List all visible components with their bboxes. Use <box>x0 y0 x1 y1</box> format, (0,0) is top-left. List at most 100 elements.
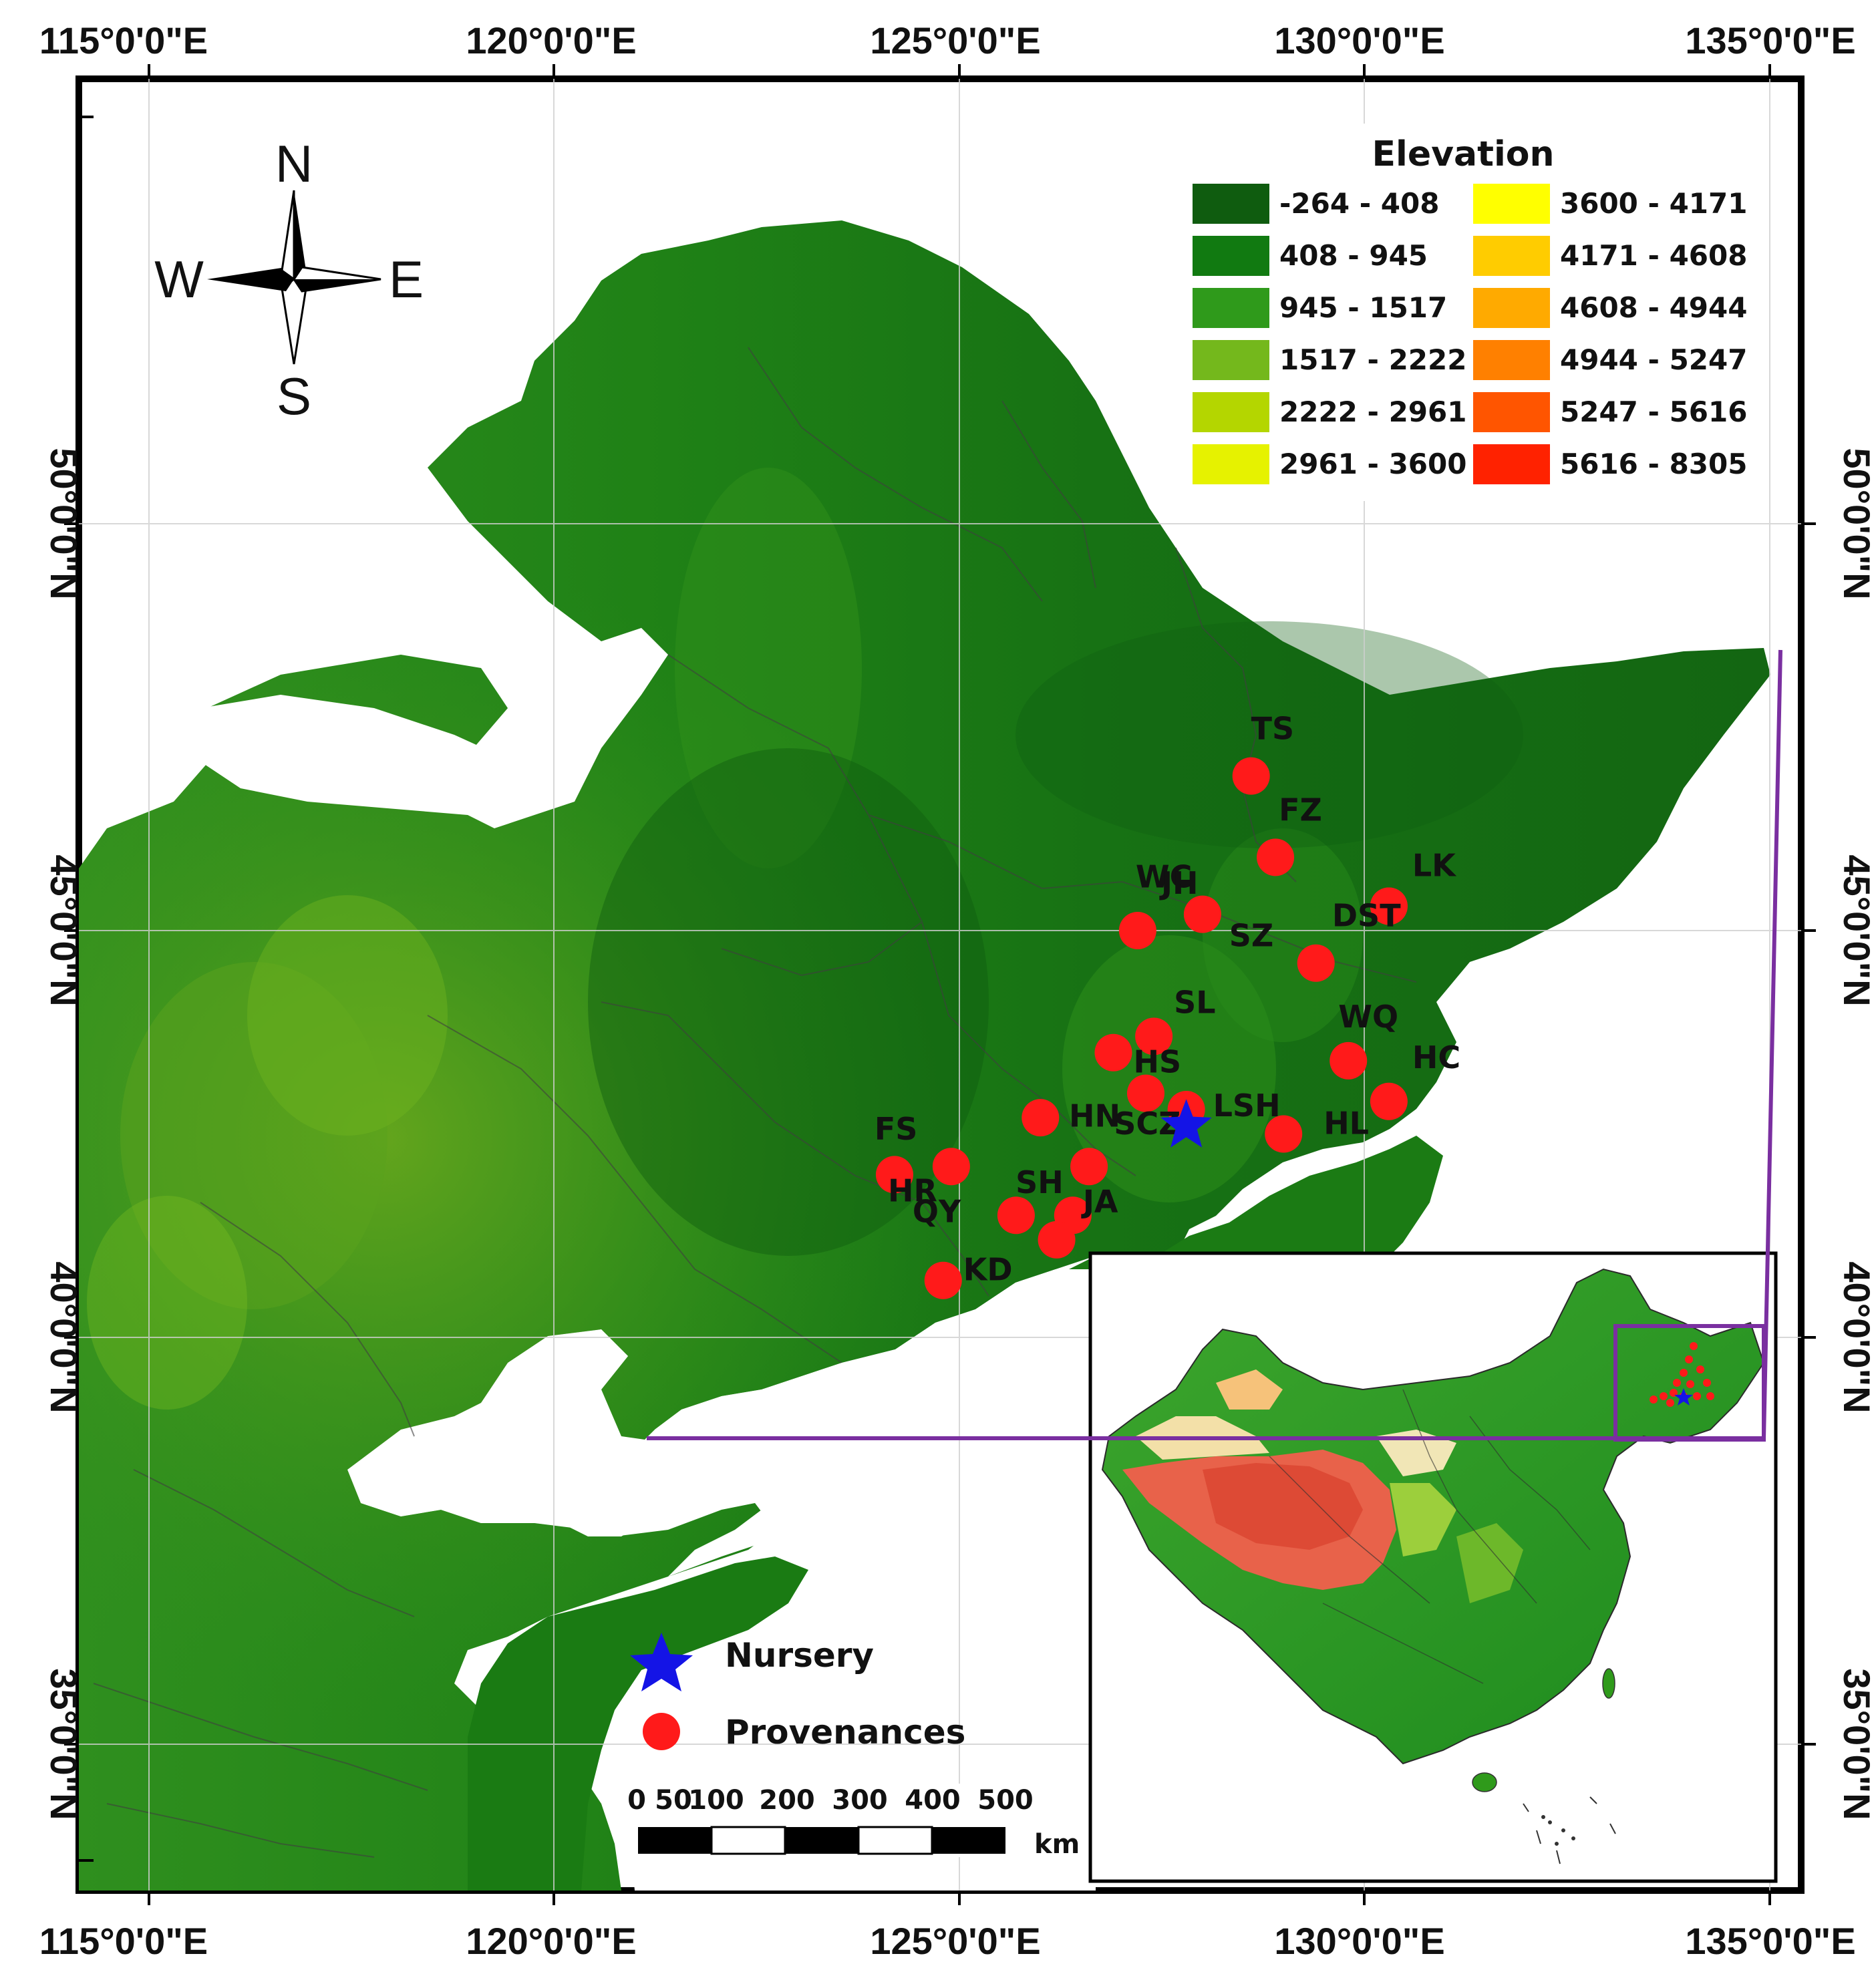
provenance-marker <box>1118 912 1156 949</box>
legend-label: 3600 - 4171 <box>1560 187 1747 220</box>
legend-swatch <box>1473 392 1550 432</box>
provenance-marker <box>932 1148 970 1186</box>
provenance-marker <box>1297 944 1335 982</box>
compass-s: S <box>277 367 311 426</box>
provenance-label: LK <box>1412 847 1457 883</box>
legend-swatch <box>1473 236 1550 276</box>
provenance-marker <box>1232 757 1270 795</box>
provenance-label: FS <box>875 1111 918 1147</box>
scale-tick: 100 <box>688 1785 744 1816</box>
terrain-land <box>79 220 1770 1891</box>
legend-swatch <box>1473 444 1550 484</box>
key-nursery-icon <box>630 1633 693 1691</box>
top-label: 125°0'0"E <box>870 19 1040 61</box>
bottom-label: 115°0'0"E <box>39 1920 208 1962</box>
legend-label: 5247 - 5616 <box>1560 395 1747 428</box>
lake <box>200 695 541 815</box>
sea <box>361 1329 735 1536</box>
provenance-marker <box>1330 1041 1368 1080</box>
provenance-marker <box>1094 1033 1132 1072</box>
compass-rose: N S E W <box>154 134 424 426</box>
provenance-marker <box>1135 1017 1173 1055</box>
scale-tick: 500 <box>977 1785 1034 1816</box>
provenance-label: JH <box>1159 865 1199 901</box>
provenance-label: HC <box>1412 1039 1460 1076</box>
legend-swatch <box>1193 236 1269 276</box>
provenance-label: HL <box>1323 1106 1369 1142</box>
legend-swatch <box>1193 288 1269 328</box>
terrain-shandong <box>468 1556 808 1891</box>
top-label: 135°0'0"E <box>1685 19 1855 61</box>
provenance-label: WQ <box>1338 999 1398 1035</box>
frame-ticks <box>64 64 1816 1905</box>
right-label: 35°0'0"N <box>1836 1668 1876 1820</box>
top-label: 130°0'0"E <box>1274 19 1444 61</box>
legend-swatch <box>1473 340 1550 380</box>
legend-swatch <box>1193 392 1269 432</box>
legend-title: Elevation <box>1372 134 1554 174</box>
right-label: 45°0'0"N <box>1836 854 1876 1006</box>
inset-province-lines <box>1269 1389 1591 1684</box>
key-provenance-icon <box>643 1713 680 1750</box>
provenance-label: QY <box>913 1193 961 1229</box>
compass-n: N <box>275 134 313 193</box>
legend-label: 408 - 945 <box>1279 239 1428 272</box>
provenance-marker <box>997 1196 1035 1235</box>
legend-swatch <box>1473 184 1550 224</box>
inset-taiwan <box>1602 1668 1615 1699</box>
compass-e: E <box>389 250 424 309</box>
legend-label: 2961 - 3600 <box>1279 448 1466 480</box>
legend-label: 4171 - 4608 <box>1560 239 1747 272</box>
bottom-label: 125°0'0"E <box>870 1920 1040 1962</box>
bottom-label: 130°0'0"E <box>1274 1920 1444 1962</box>
right-label: 50°0'0"N <box>1836 448 1876 599</box>
bottom-label: 135°0'0"E <box>1685 1920 1855 1962</box>
provenance-label: HN <box>1069 1098 1120 1134</box>
provenance-label: SH <box>1015 1164 1064 1200</box>
provenance-label: WC <box>1136 859 1193 895</box>
legend-swatch <box>1193 184 1269 224</box>
inset-connector-lines <box>647 649 1782 1440</box>
compass-w: W <box>154 250 204 309</box>
provenance-marker <box>1070 1148 1108 1186</box>
provenance-marker <box>1257 838 1295 876</box>
left-label: 45°0'0"N <box>43 854 85 1006</box>
legend-label: 1517 - 2222 <box>1279 343 1466 376</box>
scale-bar: 0 50 100 200 300 400 500 km <box>621 1784 1082 1860</box>
provenance-label: SZ <box>1229 918 1273 954</box>
legend-label: 2222 - 2961 <box>1279 395 1466 428</box>
left-label: 40°0'0"N <box>43 1261 85 1413</box>
top-label: 115°0'0"E <box>39 19 208 61</box>
legend-label: 5616 - 8305 <box>1560 448 1747 480</box>
provenance-marker <box>924 1261 962 1299</box>
provenance-label: HS <box>1133 1044 1181 1080</box>
legend-label: 4608 - 4944 <box>1560 291 1747 324</box>
provenance-marker <box>1038 1220 1076 1259</box>
inset-nursery-icon <box>1674 1388 1693 1406</box>
compass-west-arm <box>207 267 294 291</box>
elevation-legend: Elevation -264 - 408 408 - 945 945 - 1517 1… <box>1183 124 1757 501</box>
provenance-label: TS <box>1251 711 1295 747</box>
provenance-label: HR <box>888 1172 937 1208</box>
terrain-korea <box>1069 1136 1443 1269</box>
bottom-label: 120°0'0"E <box>466 1920 636 1962</box>
provenance-label: LSH <box>1213 1088 1281 1124</box>
bottom-coordinate-labels: 115°0'0"E 120°0'0"E 125°0'0"E 130°0'0"E … <box>39 1920 1856 1962</box>
left-label: 50°0'0"N <box>43 448 85 599</box>
provenance-label: KD <box>963 1252 1013 1288</box>
scale-tick: 300 <box>832 1785 888 1816</box>
provenance-label: DST <box>1332 897 1401 933</box>
right-label: 40°0'0"N <box>1836 1261 1876 1413</box>
scale-tick: 50 <box>655 1785 692 1816</box>
right-coordinate-labels: 50°0'0"N 45°0'0"N 40°0'0"N 35°0'0"N <box>1836 448 1876 1820</box>
legend-label: 945 - 1517 <box>1279 291 1447 324</box>
scale-tick: 0 <box>627 1785 646 1816</box>
provenance-marker <box>1370 887 1408 925</box>
left-label: 35°0'0"N <box>43 1668 85 1820</box>
provenance-label: FZ <box>1279 792 1322 828</box>
legend-label: -264 - 408 <box>1279 187 1439 220</box>
provenance-marker <box>1265 1115 1303 1153</box>
left-coordinate-labels: 50°0'0"N 45°0'0"N 40°0'0"N 35°0'0"N <box>43 448 85 1820</box>
